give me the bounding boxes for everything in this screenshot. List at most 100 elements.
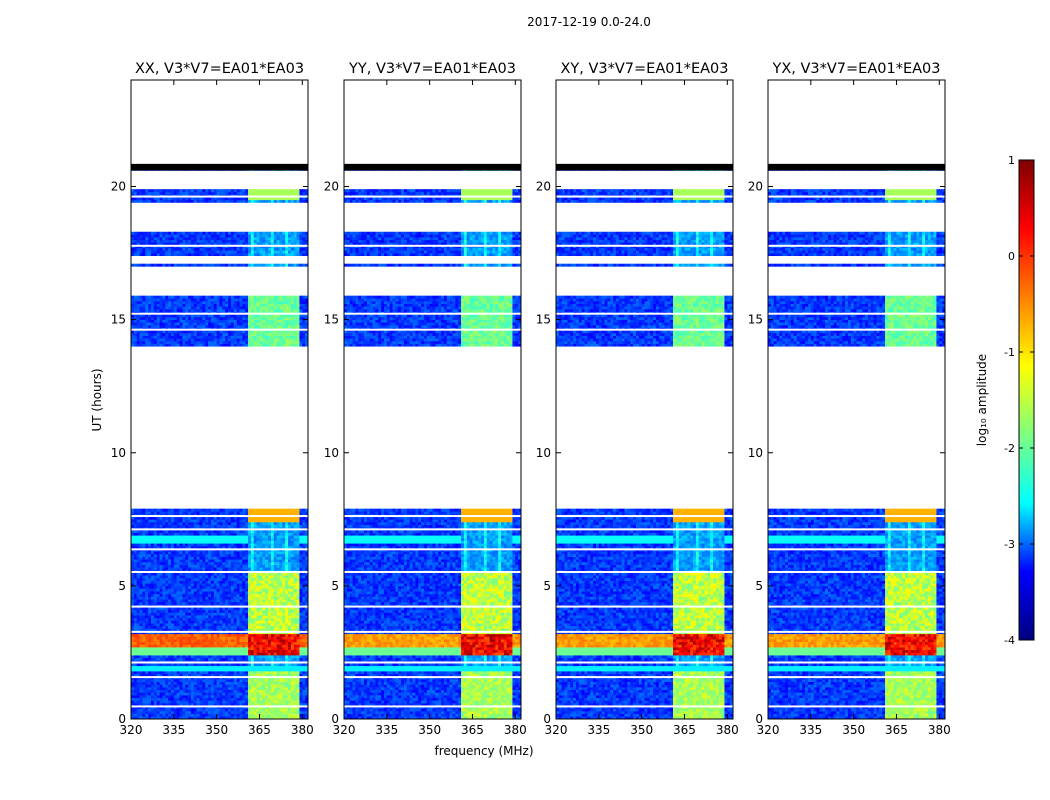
heatmap-cell [234,684,237,687]
heatmap-cell [154,682,157,685]
heatmap-cell [191,682,194,685]
heatmap-cell [194,690,197,693]
heatmap-cell [291,695,294,698]
heatmap-cell [182,668,185,671]
heatmap-cell [171,708,174,711]
heatmap-cell [234,700,237,703]
heatmap-cell [225,682,228,685]
heatmap-cell [297,682,300,685]
heatmap-cell [242,671,245,674]
heatmap-cell [257,700,260,703]
heatmap-cell [140,682,143,685]
heatmap-cell [140,698,143,701]
heatmap-cell [234,666,237,669]
heatmap-cell [279,671,282,674]
heatmap-cell [162,698,165,701]
heatmap-cell [220,711,223,714]
heatmap-cell [197,679,200,682]
heatmap-cell [171,700,174,703]
heatmap-cell [225,690,228,693]
heatmap-cell [180,714,183,717]
heatmap-cell [285,682,288,685]
heatmap-cell [228,698,231,701]
heatmap-cell [142,666,145,669]
heatmap-cell [294,666,297,669]
heatmap-cell [251,695,254,698]
heatmap-cell [145,668,148,671]
heatmap-cell [217,690,220,693]
heatmap-cell [237,698,240,701]
heatmap-cell [237,692,240,695]
heatmap-cell [160,679,163,682]
heatmap-cell [254,698,257,701]
heatmap-cell [211,668,214,671]
heatmap-cell [302,698,305,701]
heatmap-cell [262,687,265,690]
heatmap-cell [274,682,277,685]
heatmap-cell [251,671,254,674]
heatmap-cell [245,684,248,687]
heatmap-cell [254,679,257,682]
heatmap-cell [282,666,285,669]
heatmap-cell [245,714,248,717]
heatmap-cell [245,666,248,669]
heatmap-cell [148,679,151,682]
heatmap-cell [231,679,234,682]
heatmap-cell [177,708,180,711]
heatmap-cell [257,708,260,711]
heatmap-cell [234,692,237,695]
heatmap-cell [200,679,203,682]
heatmap-cell [202,692,205,695]
heatmap-cell [285,690,288,693]
heatmap-cell [268,711,271,714]
heatmap-cell [134,698,137,701]
heatmap-cell [277,690,280,693]
heatmap-cell [194,692,197,695]
heatmap-cell [242,666,245,669]
heatmap-cell [285,711,288,714]
heatmap-cell [242,692,245,695]
heatmap-cell [254,692,257,695]
heatmap-cell [302,668,305,671]
heatmap-cell [180,671,183,674]
heatmap-cell [268,682,271,685]
heatmap-cell [211,671,214,674]
heatmap-cell [177,671,180,674]
heatmap-cell [134,714,137,717]
heatmap-cell [165,687,168,690]
heatmap-cell [202,700,205,703]
heatmap-cell [262,682,265,685]
heatmap-cell [134,692,137,695]
heatmap-cell [217,679,220,682]
heatmap-cell [242,684,245,687]
heatmap-cell [228,690,231,693]
heatmap-cell [182,679,185,682]
heatmap-cell [231,698,234,701]
heatmap-cell [188,692,191,695]
heatmap-cell [220,671,223,674]
heatmap-cell [262,695,265,698]
heatmap-cell [145,690,148,693]
heatmap-cell [165,679,168,682]
heatmap-cell [151,700,154,703]
heatmap-cell [162,695,165,698]
heatmap-cell [142,700,145,703]
heatmap-cell [282,684,285,687]
heatmap-cell [194,698,197,701]
heatmap-cell [245,682,248,685]
heatmap-cell [234,708,237,711]
heatmap-cell [188,671,191,674]
x-axis-label: frequency (MHz) [434,744,533,758]
heatmap-cell [268,708,271,711]
heatmap-cell [134,708,137,711]
heatmap-cell [174,711,177,714]
heatmap-cell [174,684,177,687]
heatmap-cell [239,668,242,671]
heatmap-cell [225,684,228,687]
heatmap-cell [257,666,260,669]
heatmap-cell [214,668,217,671]
heatmap-cell [248,666,251,669]
heatmap-cell [291,666,294,669]
heatmap-cell [208,684,211,687]
heatmap-cell [222,714,225,717]
